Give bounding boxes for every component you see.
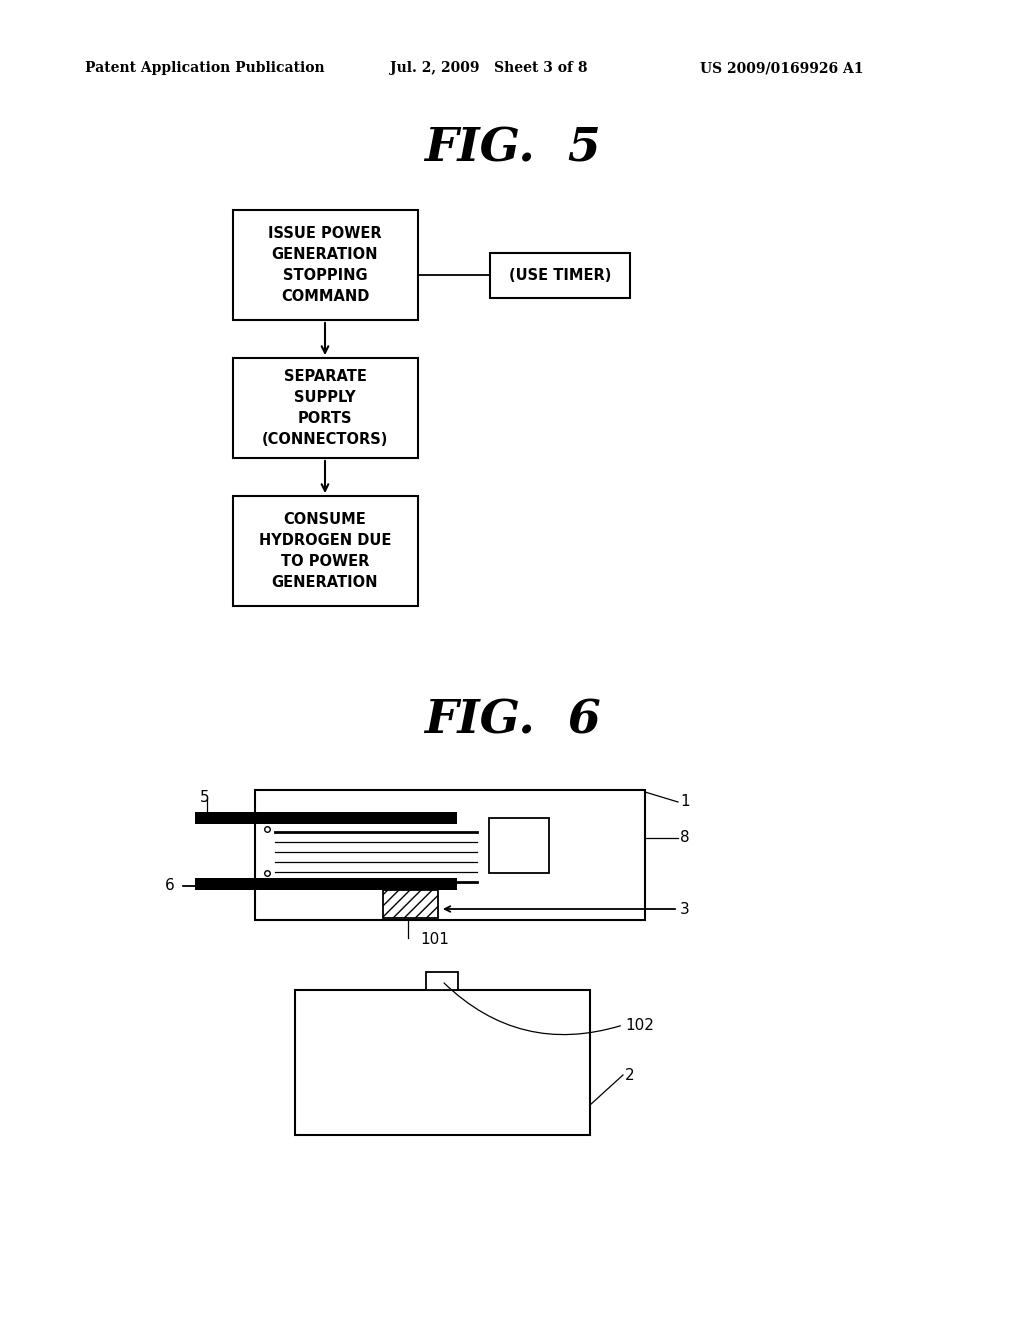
- Text: CONSUME
HYDROGEN DUE
TO POWER
GENERATION: CONSUME HYDROGEN DUE TO POWER GENERATION: [259, 512, 391, 590]
- Text: (USE TIMER): (USE TIMER): [509, 268, 611, 282]
- Text: US 2009/0169926 A1: US 2009/0169926 A1: [700, 61, 863, 75]
- Bar: [255, 789, 645, 920]
- Bar: [490, 253, 630, 298]
- Text: ISSUE POWER
GENERATION
STOPPING
COMMAND: ISSUE POWER GENERATION STOPPING COMMAND: [268, 226, 382, 304]
- Text: Jul. 2, 2009   Sheet 3 of 8: Jul. 2, 2009 Sheet 3 of 8: [390, 61, 588, 75]
- Bar: [195, 812, 457, 824]
- Text: 6: 6: [165, 879, 175, 894]
- Text: 102: 102: [625, 1018, 654, 1032]
- Bar: [233, 358, 418, 458]
- Text: 5: 5: [200, 791, 210, 805]
- Text: 1: 1: [680, 795, 689, 809]
- Text: FIG.  5: FIG. 5: [424, 125, 600, 172]
- Bar: [233, 496, 418, 606]
- Text: 3: 3: [680, 902, 690, 916]
- Text: Patent Application Publication: Patent Application Publication: [85, 61, 325, 75]
- Bar: [295, 990, 590, 1135]
- Text: 8: 8: [680, 830, 689, 846]
- Bar: [426, 972, 458, 990]
- Bar: [233, 210, 418, 319]
- Text: 2: 2: [625, 1068, 635, 1082]
- Text: 101: 101: [420, 932, 449, 948]
- Bar: [383, 890, 438, 917]
- Text: SEPARATE
SUPPLY
PORTS
(CONNECTORS): SEPARATE SUPPLY PORTS (CONNECTORS): [262, 370, 388, 447]
- Bar: [489, 818, 549, 873]
- Bar: [195, 878, 457, 890]
- Text: FIG.  6: FIG. 6: [424, 697, 600, 743]
